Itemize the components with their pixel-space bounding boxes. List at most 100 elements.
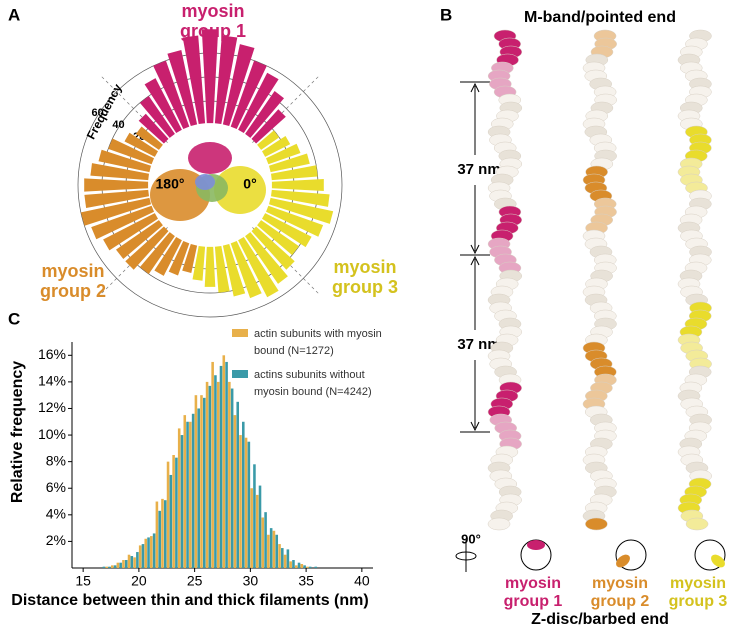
polar-bar <box>154 237 182 276</box>
polar-bar <box>257 220 299 256</box>
hist-bar <box>144 538 148 568</box>
hist-bar <box>180 435 184 568</box>
polar-bar <box>214 246 230 293</box>
group-label: myosin group 1 <box>180 1 246 41</box>
polar-bar <box>222 44 255 126</box>
angle-label: 180° <box>156 176 185 192</box>
hist-bar <box>314 566 318 568</box>
polar-bar <box>266 143 301 165</box>
polar-bar <box>230 241 262 299</box>
x-tick-label: 20 <box>131 573 147 589</box>
hist-bar <box>303 565 306 568</box>
hist-bar <box>275 534 279 568</box>
polar-bar <box>271 189 330 207</box>
hist-bar <box>253 464 256 568</box>
cross-sections <box>520 539 726 571</box>
hist-bar <box>191 413 195 568</box>
hist-bar <box>219 365 223 568</box>
polar-bar <box>262 213 312 248</box>
hist-bar <box>102 566 106 568</box>
hist-bar <box>222 355 226 568</box>
density-blob <box>188 142 232 174</box>
y-axis-label: Relative frequency <box>9 361 26 503</box>
density-blob <box>214 166 266 214</box>
radial-line <box>99 74 168 143</box>
polar-bar <box>125 226 169 270</box>
polar-bar <box>266 205 324 237</box>
hist-bar <box>141 544 145 568</box>
polar-bar <box>257 130 280 150</box>
x-tick-label: 15 <box>75 573 91 589</box>
filament-blob <box>487 517 511 531</box>
x-tick-label: 40 <box>354 573 370 589</box>
hist-bar <box>261 517 265 568</box>
group-label: myosin group 3 <box>668 575 728 610</box>
group-label: myosin group 3 <box>332 257 398 297</box>
group-label: myosin group 2 <box>590 575 650 610</box>
hist-bar <box>122 560 125 568</box>
polar-bar <box>139 96 175 138</box>
hist-bar <box>247 441 251 568</box>
hist-bar <box>138 545 142 568</box>
polar-bar <box>238 72 279 133</box>
hist-bar <box>208 385 212 568</box>
hist-bar <box>186 421 189 568</box>
hist-bar <box>116 562 120 568</box>
hist-bar <box>194 395 198 568</box>
spacing-label: 37 nm <box>457 161 500 178</box>
polar-bar <box>182 35 206 124</box>
y-tick-label: 12% <box>38 399 66 415</box>
polar-bar <box>91 205 154 240</box>
hist-bar <box>202 397 206 568</box>
polar-bar <box>222 244 246 297</box>
polar-bar <box>124 132 158 157</box>
hist-bar <box>228 381 231 568</box>
hist-bar <box>133 557 136 568</box>
hist-bar <box>239 435 242 568</box>
polar-bar <box>269 153 310 173</box>
hist-bar <box>166 461 170 568</box>
legend-swatch <box>232 329 248 337</box>
hist-bar <box>297 562 301 568</box>
polar-bar <box>103 213 158 251</box>
polar-bar <box>271 179 324 191</box>
hist-bar <box>119 562 122 568</box>
radial-line <box>252 74 321 143</box>
polar-bar <box>269 197 334 224</box>
hist-bar <box>169 474 173 568</box>
polar-bar <box>139 232 175 274</box>
polar-bar <box>262 136 291 157</box>
hist-bar <box>216 381 220 568</box>
hist-bar <box>258 485 262 568</box>
hist-bar <box>306 566 309 568</box>
hist-bar <box>281 548 284 568</box>
density-blob <box>195 174 215 190</box>
panel-label: C <box>8 309 20 328</box>
hist-bar <box>127 554 131 568</box>
polar-bar <box>90 163 149 181</box>
spacing-label: 37 nm <box>457 336 500 353</box>
hist-bar <box>189 421 192 568</box>
x-tick-label: 30 <box>243 573 259 589</box>
radial-line <box>99 227 168 296</box>
hist-bar <box>124 560 128 568</box>
polar-bar <box>138 113 169 144</box>
panel-label: A <box>8 5 20 24</box>
legend-item: actin subunits with myosin bound (N=1272… <box>232 326 432 359</box>
hist-bar <box>113 565 117 568</box>
panel-b-top: M-band/pointed end <box>524 9 676 26</box>
hist-bar <box>130 556 134 568</box>
filament-blob <box>685 517 709 531</box>
hist-bar <box>152 533 156 568</box>
hist-bar <box>177 428 181 568</box>
hist-bar <box>161 498 164 568</box>
hist-bar <box>136 552 139 568</box>
y-tick-label: 6% <box>46 479 66 495</box>
polar-bar <box>167 50 198 126</box>
r-tick-label: 60 <box>92 107 104 119</box>
hist-bar <box>255 494 259 568</box>
y-tick-label: 14% <box>38 373 66 389</box>
hist-bar <box>150 536 153 568</box>
